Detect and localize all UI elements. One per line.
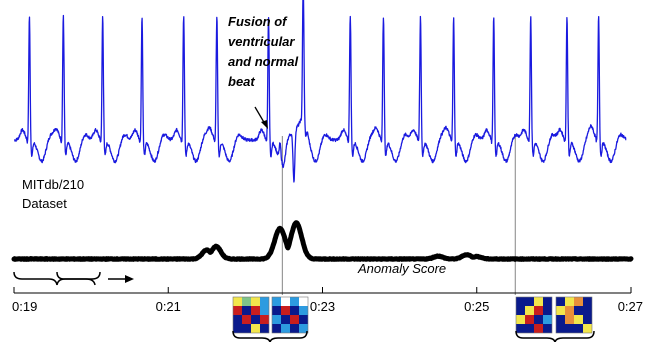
patch-cell — [242, 324, 251, 333]
shapelet-patches — [232, 296, 593, 334]
patch-cell — [516, 315, 525, 324]
patch-cell — [251, 297, 260, 306]
patch-cell — [534, 306, 543, 315]
patch-cell — [525, 315, 534, 324]
patch-cell — [281, 324, 290, 333]
patch-cell — [556, 324, 565, 333]
shapelet-patch — [232, 296, 270, 334]
patch-cell — [272, 324, 281, 333]
dataset-label-line-1: MITdb/210 — [22, 177, 84, 192]
patch-cell — [251, 315, 260, 324]
patch-cell — [299, 306, 308, 315]
patch-cell — [251, 324, 260, 333]
patch-cell — [565, 306, 574, 315]
patch-cell — [534, 297, 543, 306]
annotation-line-4: beat — [228, 74, 255, 89]
anomaly-score-label: Anomaly Score — [357, 261, 446, 276]
shapelet-patch — [555, 296, 593, 334]
patch-cell — [290, 324, 299, 333]
patch-cell — [565, 315, 574, 324]
patch-cell — [290, 315, 299, 324]
patch-border — [555, 296, 593, 334]
x-tick-label: 0:27 — [618, 299, 643, 314]
anomaly-score-line — [11, 220, 634, 262]
patch-cell — [233, 306, 242, 315]
patch-cell — [583, 315, 592, 324]
patch-cell — [299, 315, 308, 324]
x-tick-label: 0:21 — [156, 299, 181, 314]
patch-cell — [543, 324, 552, 333]
x-tick-label: 0:19 — [12, 299, 37, 314]
patch-cell — [260, 297, 269, 306]
patch-cell — [565, 324, 574, 333]
patch-cell — [574, 306, 583, 315]
x-tick-label: 0:23 — [310, 299, 335, 314]
patch-cell — [543, 297, 552, 306]
patch-cell — [272, 306, 281, 315]
patch-cell — [556, 306, 565, 315]
patch-cell — [583, 324, 592, 333]
patch-cell — [583, 297, 592, 306]
patch-cell — [525, 306, 534, 315]
patch-cell — [233, 315, 242, 324]
annotation-line-1: Fusion of — [228, 14, 288, 29]
patch-brackets — [232, 330, 595, 342]
patch-cell — [534, 324, 543, 333]
patch-cell — [574, 324, 583, 333]
patch-cell — [543, 315, 552, 324]
ecg-signal-line — [14, 0, 627, 183]
patch-cell — [534, 315, 543, 324]
patch-cell — [281, 297, 290, 306]
patch-cell — [583, 306, 592, 315]
patch-cell — [543, 306, 552, 315]
patch-cell — [516, 324, 525, 333]
shapelet-patch — [515, 296, 553, 334]
annotation-line-3: and normal — [228, 54, 298, 69]
patch-cell — [260, 315, 269, 324]
patch-border — [271, 296, 309, 334]
annotation-line-2: ventricular — [228, 34, 295, 49]
patch-cell — [260, 324, 269, 333]
patch-cell — [233, 297, 242, 306]
patch-cell — [272, 315, 281, 324]
patch-cell — [233, 324, 242, 333]
patch-cell — [281, 306, 290, 315]
patch-cell — [272, 297, 281, 306]
patch-cell — [516, 297, 525, 306]
patch-cell — [525, 297, 534, 306]
patch-cell — [525, 324, 534, 333]
window-brackets-2 — [56, 271, 96, 286]
patch-cell — [290, 297, 299, 306]
patch-border — [515, 296, 553, 334]
patch-cell — [556, 315, 565, 324]
patch-cell — [290, 306, 299, 315]
patch-cell — [556, 297, 565, 306]
x-ticks: 0:19 0:21 0:23 0:25 0:27 — [12, 287, 643, 314]
patch-cell — [242, 315, 251, 324]
patch-cell — [516, 306, 525, 315]
patch-cell — [281, 315, 290, 324]
patch-cell — [574, 315, 583, 324]
patch-cell — [251, 306, 260, 315]
annotation-arrow — [254, 106, 268, 129]
patch-cell — [299, 324, 308, 333]
dataset-label-line-2: Dataset — [22, 196, 67, 211]
patch-cell — [565, 297, 574, 306]
patch-border — [232, 296, 270, 334]
x-tick-label: 0:25 — [464, 299, 489, 314]
patch-cell — [242, 306, 251, 315]
direction-arrow — [108, 275, 134, 283]
patch-cell — [242, 297, 251, 306]
patch-cell — [574, 297, 583, 306]
patch-cell — [299, 297, 308, 306]
patch-cell — [260, 306, 269, 315]
shapelet-patch — [271, 296, 309, 334]
